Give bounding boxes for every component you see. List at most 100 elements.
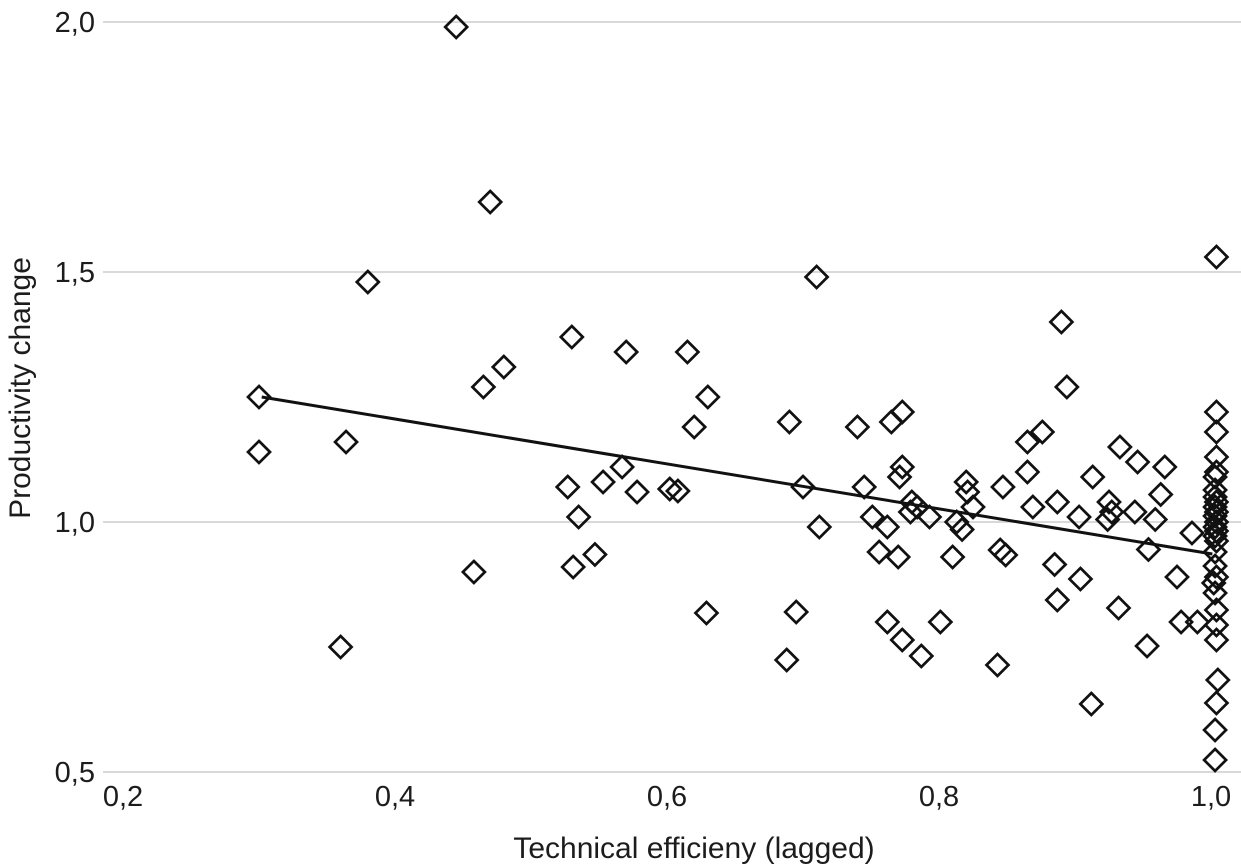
data-point-diamond: [1014, 459, 1041, 485]
data-point-diamond: [886, 464, 913, 490]
data-point-diamond: [590, 469, 616, 495]
data-point-diamond: [1202, 464, 1228, 490]
data-point-diamond: [874, 514, 901, 540]
data-points-group: [246, 14, 1231, 773]
data-point-diamond: [908, 643, 935, 669]
data-point-diamond: [1184, 609, 1211, 635]
data-point-diamond: [246, 439, 272, 465]
data-point-diamond: [558, 324, 585, 350]
data-point-diamond: [1202, 553, 1228, 579]
data-point-diamond: [1203, 444, 1230, 470]
x-axis-tick-labels: 0,2 0,4 0,6 0,8 1,0: [103, 781, 1231, 813]
y-axis-tick-labels: 2,0 1,5 1,0 0,5: [55, 7, 95, 789]
data-point-diamond: [953, 469, 980, 495]
data-point-diamond: [582, 541, 608, 568]
x-tick-label: 0,4: [375, 781, 415, 813]
data-point-diamond: [1203, 627, 1230, 653]
x-tick-label: 0,2: [103, 781, 143, 813]
data-point-diamond: [1200, 570, 1227, 596]
data-point-diamond: [1098, 499, 1125, 525]
data-point-diamond: [1203, 690, 1230, 716]
data-point-diamond: [1168, 609, 1194, 635]
data-point-diamond: [1202, 580, 1228, 606]
data-point-diamond: [681, 414, 708, 440]
data-point-diamond: [949, 516, 976, 543]
data-point-diamond: [773, 647, 800, 673]
data-point-diamond: [1203, 509, 1230, 535]
data-point-diamond: [1203, 489, 1230, 515]
data-point-diamond: [1067, 566, 1094, 592]
data-point-diamond: [490, 354, 517, 380]
data-point-diamond: [1044, 587, 1071, 613]
data-point-diamond: [927, 609, 954, 635]
data-point-diamond: [844, 414, 871, 440]
data-point-diamond: [939, 544, 966, 570]
data-point-diamond: [1203, 499, 1230, 525]
data-point-diamond: [656, 476, 683, 502]
data-point-diamond: [1029, 419, 1056, 445]
data-point-diamond: [874, 609, 901, 635]
data-point-diamond: [916, 504, 943, 530]
data-point-diamond: [1202, 514, 1228, 540]
data-point-diamond: [1164, 564, 1190, 590]
data-point-diamond: [783, 599, 810, 625]
data-point-diamond: [674, 339, 701, 365]
data-point-diamond: [1014, 429, 1041, 455]
data-point-diamond: [1179, 520, 1205, 546]
data-point-diamond: [624, 479, 650, 505]
data-point-diamond: [477, 189, 504, 215]
data-point-diamond: [1202, 717, 1228, 743]
data-point-diamond: [1019, 494, 1046, 520]
data-point-diamond: [1106, 434, 1133, 460]
data-point-diamond: [1202, 503, 1228, 529]
data-point-diamond: [992, 542, 1019, 568]
gridlines-group: [103, 21, 1241, 773]
data-point-diamond: [1096, 489, 1122, 515]
data-point-diamond: [327, 634, 354, 660]
data-point-diamond: [470, 374, 497, 400]
data-point-diamond: [613, 339, 640, 365]
data-point-diamond: [460, 559, 487, 585]
data-point-diamond: [960, 494, 986, 520]
data-point-diamond: [851, 474, 878, 500]
data-point-diamond: [1202, 484, 1228, 510]
data-point-diamond: [806, 514, 833, 540]
data-point-diamond: [333, 429, 359, 455]
data-point-diamond: [246, 384, 272, 410]
data-point-diamond: [889, 454, 916, 480]
data-point-diamond: [803, 264, 830, 290]
data-point-diamond: [1134, 633, 1160, 659]
data-point-diamond: [885, 544, 912, 570]
data-point-diamond: [554, 474, 581, 500]
data-point-diamond: [565, 504, 592, 530]
data-point-diamond: [609, 454, 636, 480]
y-tick-label: 1,0: [55, 507, 95, 539]
x-tick-label: 0,6: [647, 781, 687, 813]
data-point-diamond: [1202, 747, 1228, 773]
y-axis-title: Productivity change: [4, 257, 37, 519]
data-point-diamond: [1203, 459, 1230, 485]
data-point-diamond: [1105, 595, 1132, 621]
data-point-diamond: [889, 399, 916, 425]
data-point-diamond: [990, 474, 1016, 500]
data-point-diamond: [694, 384, 721, 410]
data-point-diamond: [1147, 481, 1174, 508]
data-point-diamond: [1044, 489, 1071, 515]
data-point-diamond: [866, 539, 893, 565]
data-point-diamond: [1121, 499, 1148, 525]
data-point-diamond: [889, 627, 916, 653]
data-point-diamond: [859, 504, 886, 530]
data-point-diamond: [897, 499, 924, 525]
data-point-diamond: [984, 652, 1011, 678]
data-point-diamond: [1048, 309, 1075, 335]
data-point-diamond: [1135, 536, 1162, 563]
data-point-diamond: [1203, 244, 1230, 270]
data-point-diamond: [1079, 464, 1106, 490]
data-point-diamond: [1204, 667, 1231, 693]
data-point-diamond: [790, 474, 816, 500]
data-point-diamond: [1041, 551, 1068, 578]
trend-line: [261, 395, 1213, 556]
data-point-diamond: [1203, 597, 1230, 623]
